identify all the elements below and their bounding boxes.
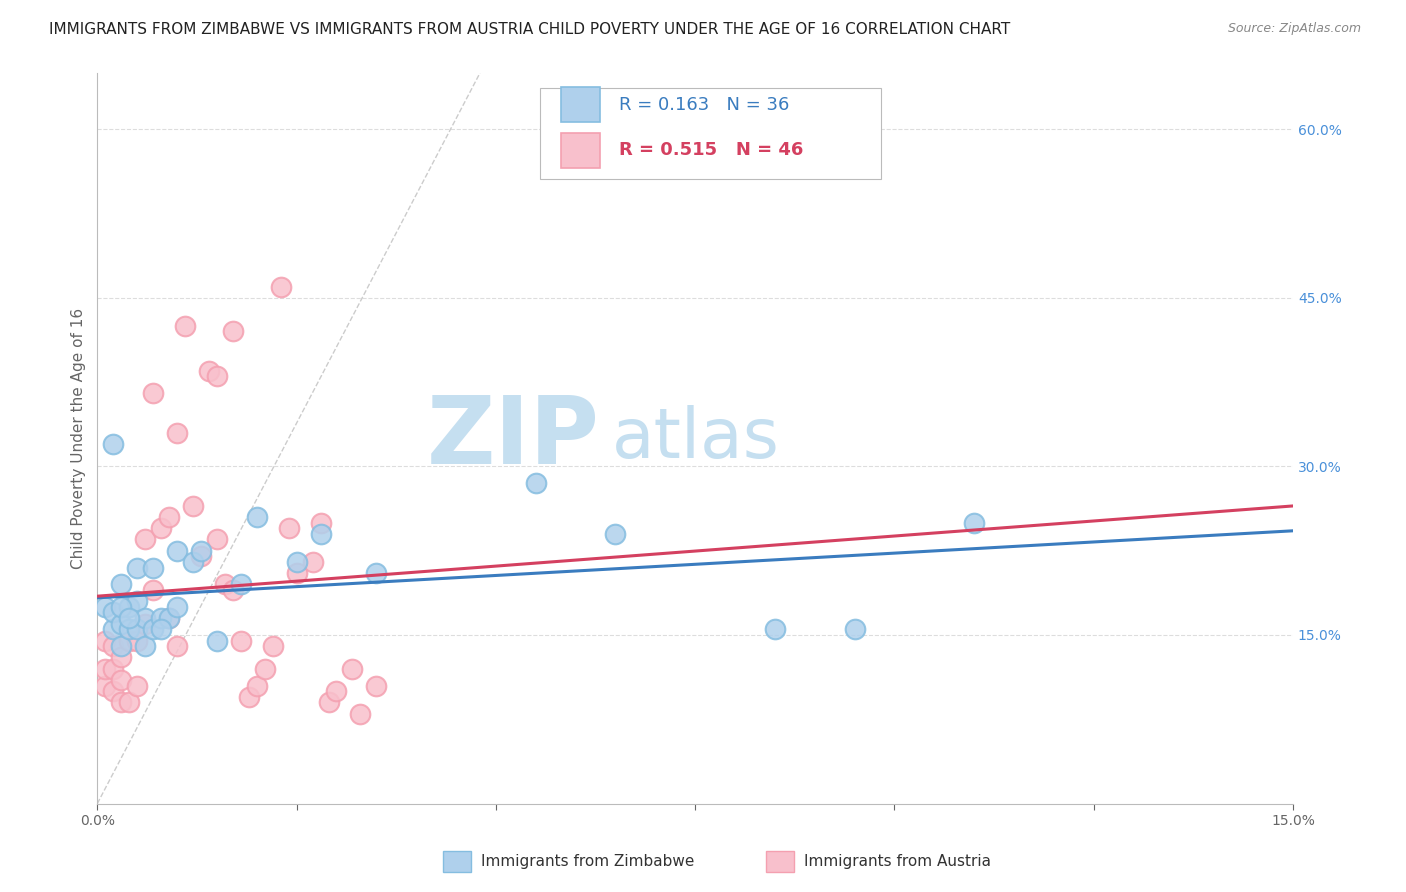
Point xyxy=(166,425,188,440)
Point xyxy=(118,623,141,637)
Point xyxy=(309,526,332,541)
Point xyxy=(366,679,388,693)
Point xyxy=(318,695,340,709)
Bar xyxy=(540,87,880,179)
Point xyxy=(103,606,125,620)
Point xyxy=(118,599,141,614)
Point xyxy=(110,673,132,687)
Point xyxy=(325,684,347,698)
Point xyxy=(174,318,197,333)
Point xyxy=(181,555,204,569)
Point xyxy=(246,679,269,693)
Point xyxy=(285,566,308,581)
Point xyxy=(205,633,228,648)
Text: ZIP: ZIP xyxy=(426,392,599,484)
Point xyxy=(103,623,125,637)
Point xyxy=(110,577,132,591)
Point xyxy=(963,516,986,530)
Point xyxy=(127,679,149,693)
Point xyxy=(142,623,165,637)
Point xyxy=(110,599,132,614)
Point xyxy=(205,369,228,384)
Point xyxy=(277,521,299,535)
Point xyxy=(198,364,221,378)
Point xyxy=(110,650,132,665)
Point xyxy=(342,662,364,676)
Point xyxy=(94,633,117,648)
Point xyxy=(229,577,252,591)
Point xyxy=(103,662,125,676)
Point xyxy=(94,599,117,614)
Point xyxy=(157,611,180,625)
Point xyxy=(142,386,165,401)
Point xyxy=(605,526,627,541)
Point xyxy=(134,639,156,653)
Point xyxy=(110,695,132,709)
Point xyxy=(190,549,212,564)
Text: Immigrants from Austria: Immigrants from Austria xyxy=(804,854,991,869)
Point xyxy=(222,582,245,597)
Point xyxy=(253,662,276,676)
Point xyxy=(94,662,117,676)
Point xyxy=(366,566,388,581)
Bar xyxy=(561,133,599,168)
Text: atlas: atlas xyxy=(612,405,779,472)
Point xyxy=(110,616,132,631)
Point xyxy=(214,577,236,591)
Point xyxy=(763,623,786,637)
Point xyxy=(844,623,866,637)
Point xyxy=(94,679,117,693)
Text: Immigrants from Zimbabwe: Immigrants from Zimbabwe xyxy=(481,854,695,869)
Point xyxy=(134,616,156,631)
Point xyxy=(262,639,284,653)
Point xyxy=(127,594,149,608)
Point xyxy=(118,611,141,625)
Point xyxy=(349,706,371,721)
Point xyxy=(309,516,332,530)
Text: R = 0.163   N = 36: R = 0.163 N = 36 xyxy=(619,95,789,114)
Point xyxy=(285,555,308,569)
Point xyxy=(157,611,180,625)
Point xyxy=(157,510,180,524)
Point xyxy=(166,543,188,558)
Point xyxy=(205,533,228,547)
Point xyxy=(127,623,149,637)
Text: IMMIGRANTS FROM ZIMBABWE VS IMMIGRANTS FROM AUSTRIA CHILD POVERTY UNDER THE AGE : IMMIGRANTS FROM ZIMBABWE VS IMMIGRANTS F… xyxy=(49,22,1011,37)
Point xyxy=(181,499,204,513)
Point xyxy=(103,639,125,653)
Bar xyxy=(561,87,599,122)
Point xyxy=(142,560,165,574)
Point xyxy=(118,633,141,648)
Point xyxy=(166,639,188,653)
Point xyxy=(134,611,156,625)
Point xyxy=(301,555,323,569)
Point xyxy=(270,279,292,293)
Text: R = 0.515   N = 46: R = 0.515 N = 46 xyxy=(619,142,803,160)
Point xyxy=(150,611,173,625)
Point xyxy=(118,695,141,709)
Point xyxy=(238,690,260,704)
Point xyxy=(103,684,125,698)
Point xyxy=(229,633,252,648)
Point xyxy=(134,533,156,547)
Point xyxy=(166,599,188,614)
Point xyxy=(150,521,173,535)
Point xyxy=(524,476,547,491)
Point xyxy=(127,560,149,574)
Point xyxy=(110,639,132,653)
Point xyxy=(222,325,245,339)
Y-axis label: Child Poverty Under the Age of 16: Child Poverty Under the Age of 16 xyxy=(72,308,86,569)
Point xyxy=(150,623,173,637)
Text: Source: ZipAtlas.com: Source: ZipAtlas.com xyxy=(1227,22,1361,36)
Point xyxy=(142,582,165,597)
Point xyxy=(127,633,149,648)
Point xyxy=(246,510,269,524)
Point xyxy=(190,543,212,558)
Point xyxy=(103,437,125,451)
